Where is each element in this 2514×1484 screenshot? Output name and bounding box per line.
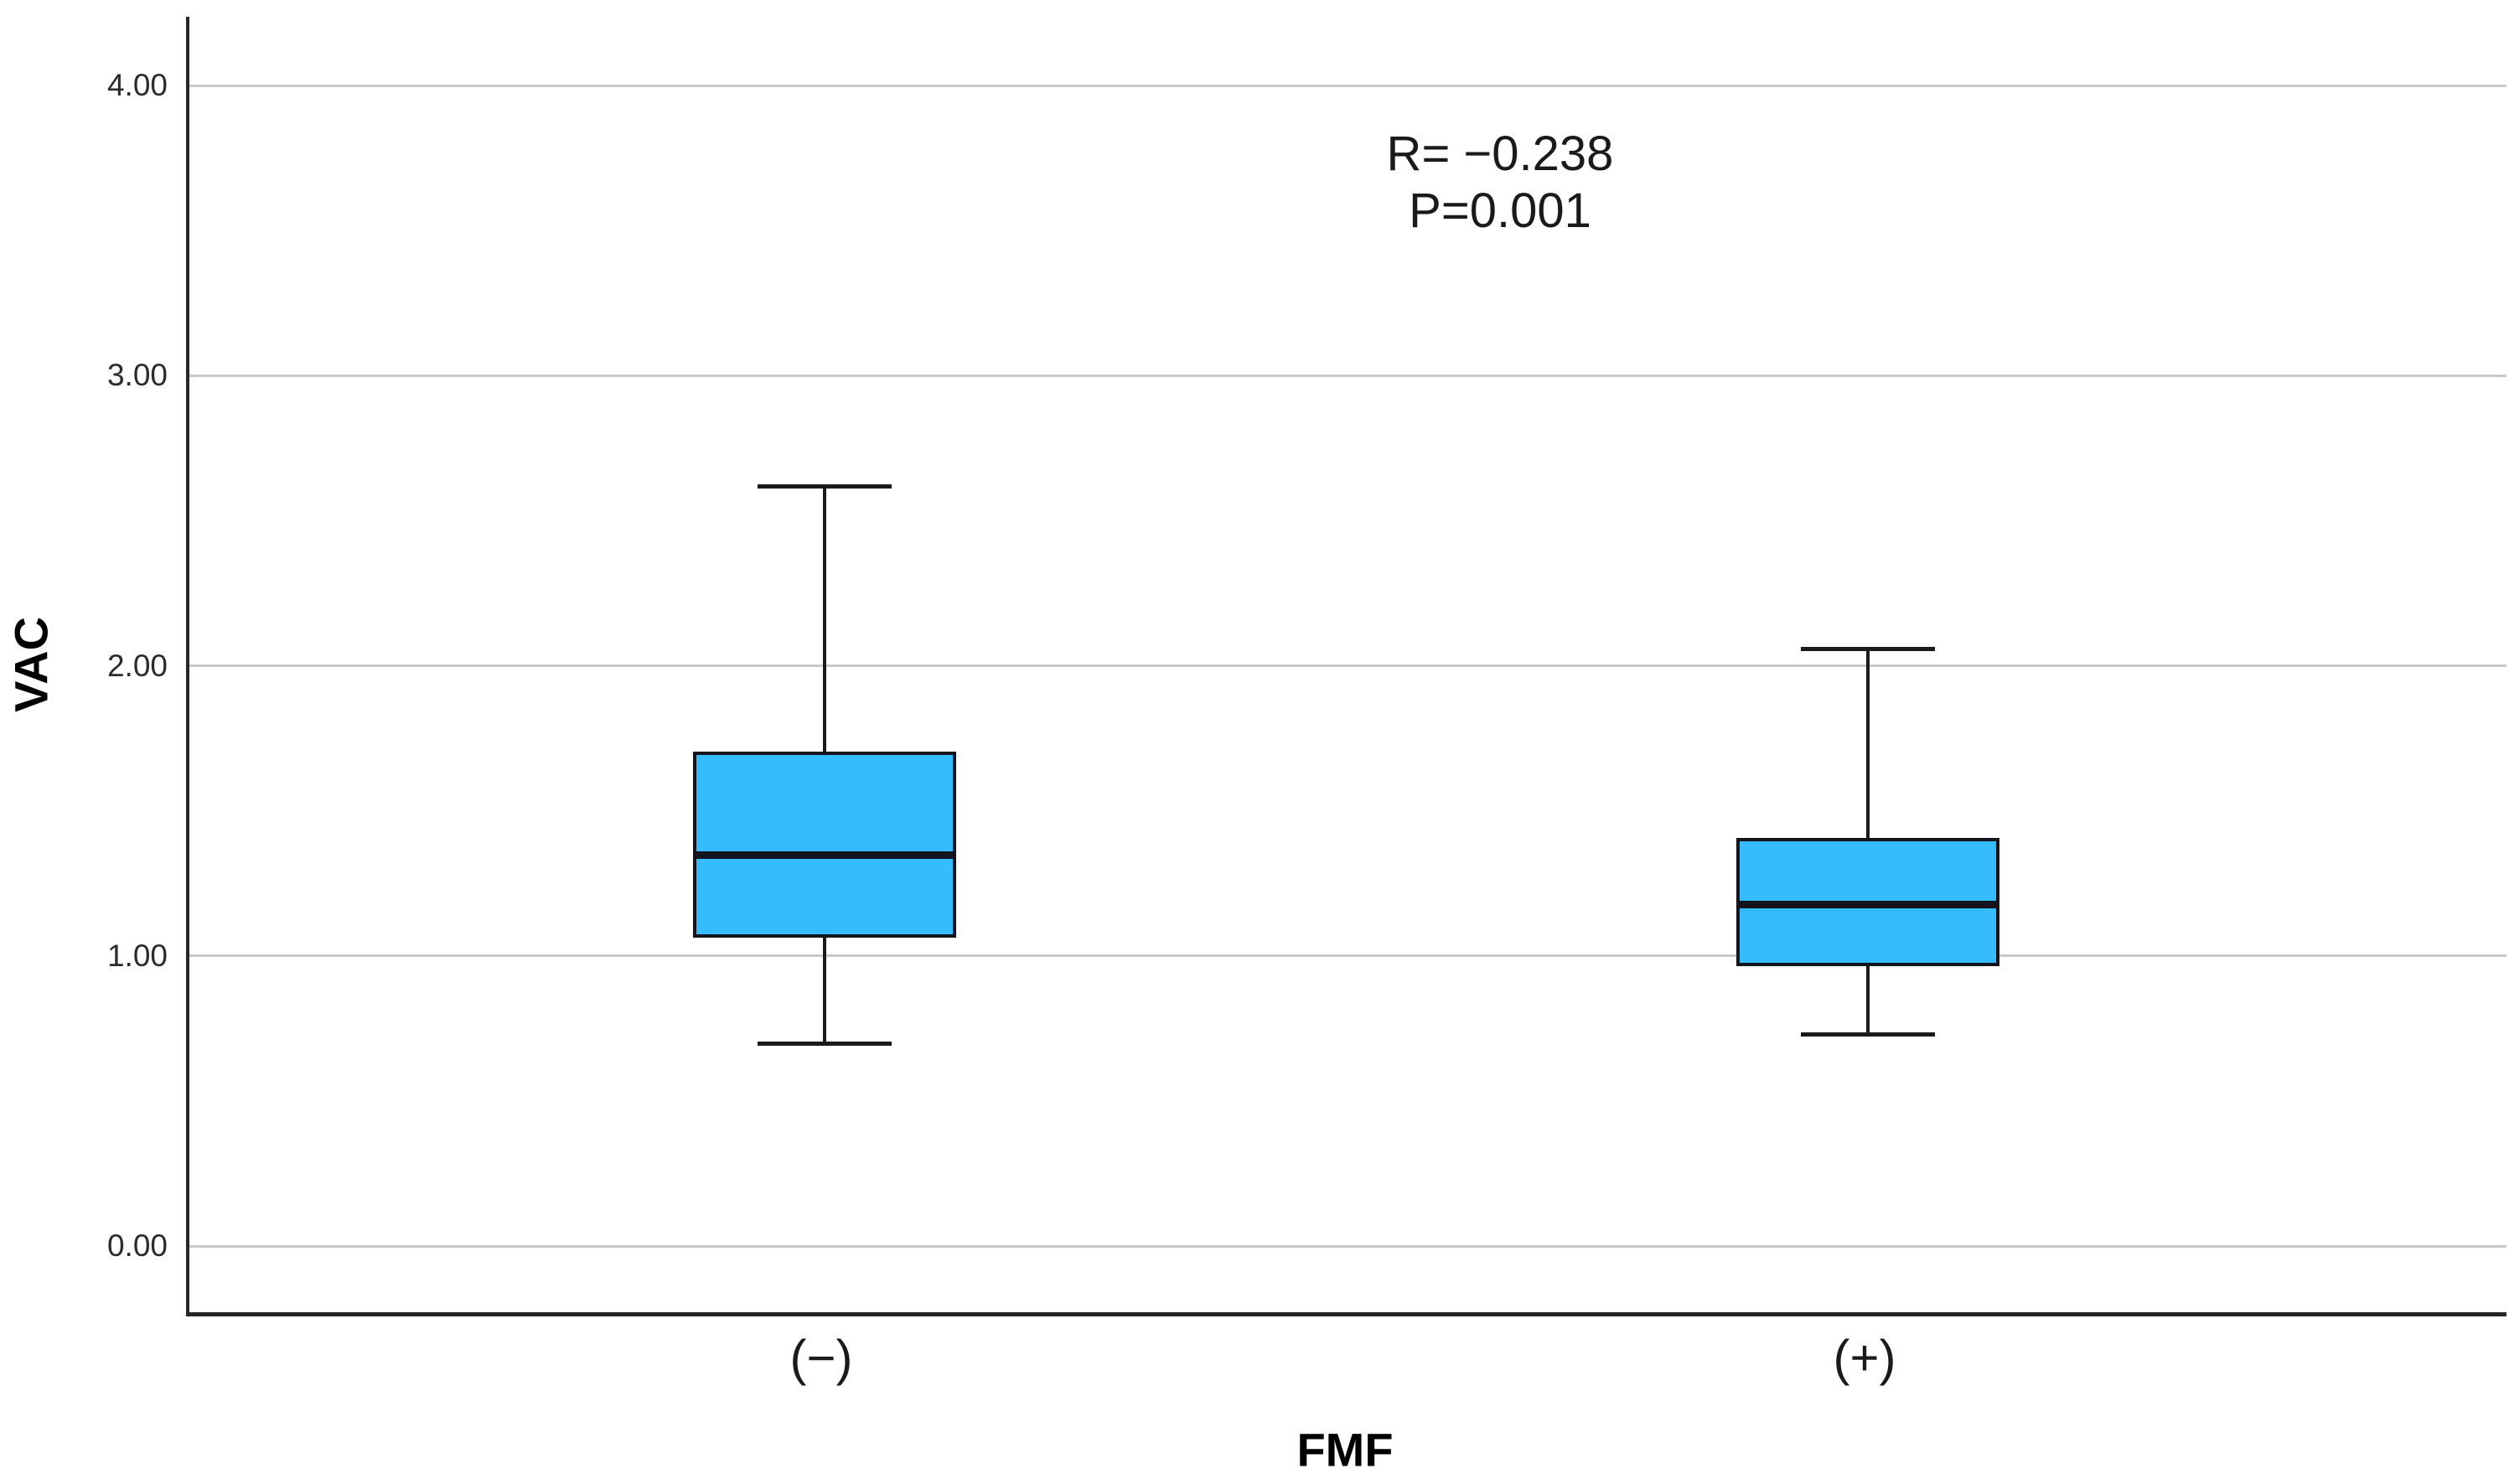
- whisker-cap-top: [758, 484, 892, 489]
- category-label: (−): [789, 1330, 853, 1386]
- plot-area: [186, 17, 2506, 1316]
- x-axis-title: FMF: [1296, 1423, 1394, 1476]
- annotation-p-value: P=0.001: [1409, 184, 1591, 238]
- median-line: [696, 851, 953, 859]
- y-tick-label: 4.00: [106, 68, 168, 103]
- annotation-r-value: R= −0.238: [1386, 127, 1614, 181]
- box: [693, 751, 956, 938]
- median-line: [1740, 900, 1996, 908]
- y-gridline: [189, 84, 2506, 87]
- y-tick-label: 3.00: [106, 358, 168, 393]
- y-gridline: [189, 1244, 2506, 1248]
- stats-annotation: R= −0.238 P=0.001: [1387, 126, 1614, 240]
- y-tick-label: 0.00: [106, 1228, 168, 1263]
- y-tick-label: 2.00: [106, 648, 168, 683]
- y-gridline: [189, 954, 2506, 958]
- whisker-cap-bottom: [758, 1041, 892, 1046]
- y-gridline: [189, 664, 2506, 668]
- category-label: (+): [1833, 1330, 1896, 1386]
- y-tick-label: 1.00: [106, 938, 168, 973]
- whisker-cap-top: [1801, 646, 1935, 651]
- y-gridline: [189, 374, 2506, 377]
- whisker-cap-bottom: [1801, 1032, 1935, 1037]
